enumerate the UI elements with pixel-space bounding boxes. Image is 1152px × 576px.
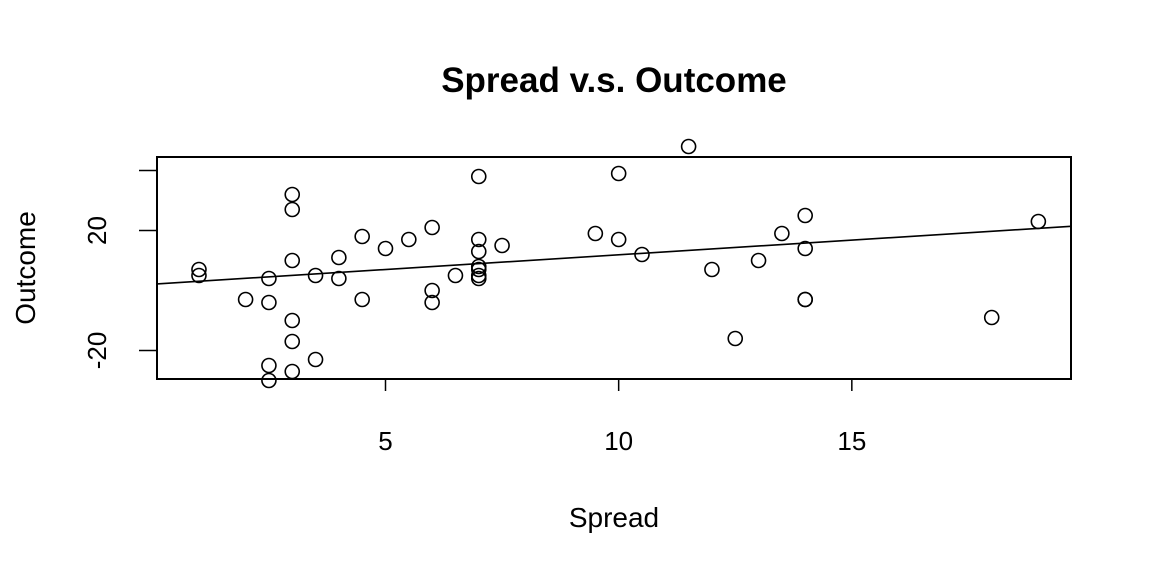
data-point: [680, 138, 697, 155]
data-point: [237, 291, 254, 308]
data-points: [191, 138, 1047, 389]
data-point: [610, 231, 627, 248]
data-point: [284, 333, 301, 350]
data-point: [284, 363, 301, 380]
data-point: [331, 249, 347, 266]
data-point: [424, 294, 440, 311]
y-axis: -20 20: [82, 169, 157, 370]
data-point: [307, 351, 324, 368]
data-point: [424, 219, 440, 236]
data-point: [704, 261, 720, 278]
data-point: [447, 267, 464, 284]
x-axis-label: Spread: [569, 502, 659, 533]
data-point: [470, 243, 487, 260]
data-point: [261, 357, 277, 374]
data-point: [261, 294, 277, 311]
data-point: [377, 240, 394, 257]
data-point: [797, 207, 813, 224]
data-point: [750, 252, 767, 269]
chart-title: Spread v.s. Outcome: [441, 61, 787, 100]
data-point: [983, 309, 1000, 326]
data-point: [191, 261, 207, 278]
data-point: [191, 267, 207, 284]
y-tick-label: 20: [82, 216, 112, 245]
x-tick-label: 5: [378, 426, 392, 456]
data-point: [470, 168, 487, 185]
data-point: [470, 261, 487, 278]
data-point: [284, 252, 301, 269]
data-point: [261, 372, 277, 389]
x-axis: 5 10 15: [378, 379, 866, 456]
data-point: [634, 246, 650, 263]
data-point: [610, 165, 627, 182]
x-tick-label: 15: [837, 426, 866, 456]
data-point: [470, 231, 487, 248]
data-point: [284, 312, 301, 329]
data-point: [284, 201, 301, 218]
data-point: [470, 270, 487, 287]
data-point: [331, 270, 347, 287]
data-point: [261, 270, 277, 287]
data-point: [774, 225, 790, 242]
y-tick-label: -20: [82, 332, 112, 370]
data-point: [284, 186, 301, 203]
data-point: [587, 225, 604, 242]
x-tick-label: 10: [604, 426, 633, 456]
data-point: [494, 237, 510, 254]
data-point: [1030, 213, 1047, 230]
data-point: [797, 291, 813, 308]
data-point: [354, 291, 370, 308]
data-point: [307, 267, 324, 284]
data-point: [727, 330, 744, 347]
data-point: [424, 282, 440, 299]
data-point: [354, 228, 370, 245]
data-point: [401, 231, 417, 248]
y-axis-label: Outcome: [10, 211, 41, 325]
data-point: [797, 240, 813, 257]
plot-frame: [156, 156, 1072, 380]
